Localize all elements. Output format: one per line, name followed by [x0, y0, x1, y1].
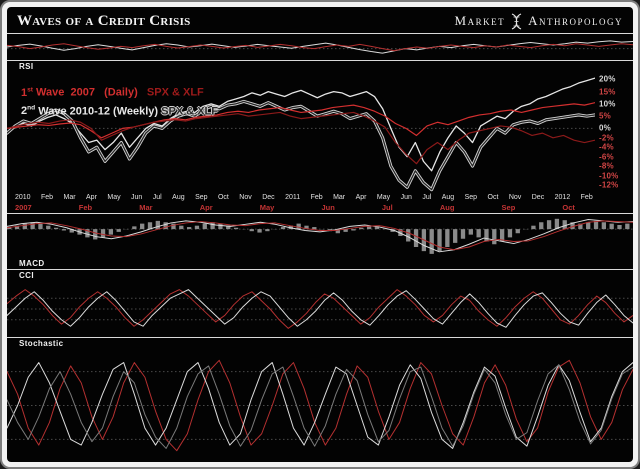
- rsi-panel: [7, 34, 633, 60]
- cci-plot: [7, 281, 633, 337]
- macd-panel: [7, 214, 633, 258]
- month-label: May: [376, 193, 391, 201]
- stochastic-label-row: Stochastic: [7, 338, 633, 349]
- macd-label-row: MACD: [7, 258, 633, 269]
- month-label: Mar: [63, 193, 76, 201]
- y-axis-label: -8%: [599, 161, 614, 171]
- month-label: 2012: [554, 193, 571, 201]
- month-label: Mar: [333, 193, 346, 201]
- month-label: Jul: [422, 193, 432, 201]
- month-label: Jun: [400, 193, 412, 201]
- y-axis-label: -12%: [599, 180, 619, 190]
- month-label: May: [259, 203, 275, 212]
- month-label: Sep: [195, 193, 208, 201]
- legend-line: 1st Wave 2007 (Daily) SPX & XLF: [21, 86, 204, 99]
- main-chart-panel: 1st Wave 2007 (Daily) SPX & XLF 2nd Wave …: [7, 72, 633, 192]
- month-label: Jun: [131, 193, 143, 201]
- y-axis-label: -4%: [599, 142, 614, 152]
- divider: [7, 60, 633, 61]
- month-label: Feb: [41, 193, 54, 201]
- cci-label-row: CCI: [7, 270, 633, 281]
- y-axis-label: 15%: [599, 87, 616, 97]
- month-label: Sep: [464, 193, 478, 201]
- rsi-plot: [7, 34, 633, 60]
- y-axis-label: -6%: [599, 152, 614, 162]
- month-label: Aug: [441, 193, 455, 201]
- main-plot: [7, 72, 595, 192]
- divider: [7, 213, 633, 214]
- month-label: Mar: [139, 203, 153, 212]
- divider: [7, 337, 633, 338]
- month-label: Apr: [355, 193, 367, 201]
- stochastic-label: Stochastic: [19, 339, 64, 348]
- month-label: Jul: [152, 193, 162, 201]
- month-label: Dec: [531, 193, 545, 201]
- header: Waves of a Credit Crisis Market Anthropo…: [7, 7, 633, 33]
- month-label: Apr: [86, 193, 97, 201]
- month-label: Feb: [580, 193, 593, 201]
- month-label: Dec: [262, 193, 275, 201]
- y-axis-label: 20%: [599, 74, 616, 84]
- y-axis-label: 5%: [599, 111, 611, 121]
- stochastic-plot: [7, 349, 633, 462]
- cci-panel: [7, 281, 633, 337]
- dna-icon: [511, 12, 522, 30]
- month-label: 2010: [15, 193, 31, 201]
- legend-line: 2nd Wave 2010-12 (Weekly) SPX & XLF: [21, 104, 218, 118]
- y-axis: 20% 15% 10% 5% 0% -2% -4% -6% -8% -10% -12%: [595, 72, 633, 192]
- page-title: Waves of a Credit Crisis: [17, 12, 191, 29]
- macd-label: MACD: [19, 259, 45, 268]
- divider: [7, 269, 633, 270]
- cci-label: CCI: [19, 271, 34, 280]
- month-label: Nov: [239, 193, 252, 201]
- month-label: Sep: [501, 203, 516, 212]
- month-label: May: [107, 193, 121, 201]
- month-label: Nov: [508, 193, 522, 201]
- brand: Market Anthropology: [454, 12, 623, 30]
- macd-plot: [7, 218, 633, 254]
- divider: [7, 33, 633, 34]
- x-axis-2007: 2007 Feb Mar Apr May Jun Jul Aug Sep Oct: [7, 202, 633, 213]
- x-axis-2010-12: 2010 Feb Mar Apr May Jun Jul Aug Sep Oct Nov Dec 201…: [7, 192, 633, 202]
- rsi-label-row: RSI: [7, 61, 633, 72]
- month-label: 2011: [285, 193, 301, 201]
- chart-canvas: Waves of a Credit Crisis Market Anthropo…: [7, 7, 633, 462]
- month-label: 2007: [15, 203, 32, 212]
- month-label: Feb: [78, 203, 93, 212]
- month-label: Oct: [487, 193, 499, 201]
- month-label: Oct: [217, 193, 229, 201]
- rsi-label: RSI: [19, 62, 34, 71]
- month-label: Apr: [199, 203, 213, 212]
- month-label: Jun: [321, 203, 335, 212]
- brand-left: Market: [454, 13, 506, 28]
- y-axis-label: 0%: [599, 123, 611, 133]
- y-axis-label: 10%: [599, 99, 616, 109]
- y-axis-label: -10%: [599, 171, 619, 180]
- month-label: Aug: [172, 193, 185, 201]
- month-label: Feb: [310, 193, 323, 201]
- month-label: Aug: [439, 203, 455, 212]
- stochastic-panel: [7, 349, 633, 462]
- main-plot-area: 1st Wave 2007 (Daily) SPX & XLF 2nd Wave …: [7, 72, 595, 192]
- main-legend: 1st Wave 2007 (Daily) SPX & XLF 2nd Wave …: [21, 82, 218, 119]
- y-axis-label: -2%: [599, 133, 614, 143]
- month-label: Oct: [562, 203, 575, 212]
- brand-right: Anthropology: [528, 13, 623, 28]
- month-label: Jul: [381, 203, 393, 212]
